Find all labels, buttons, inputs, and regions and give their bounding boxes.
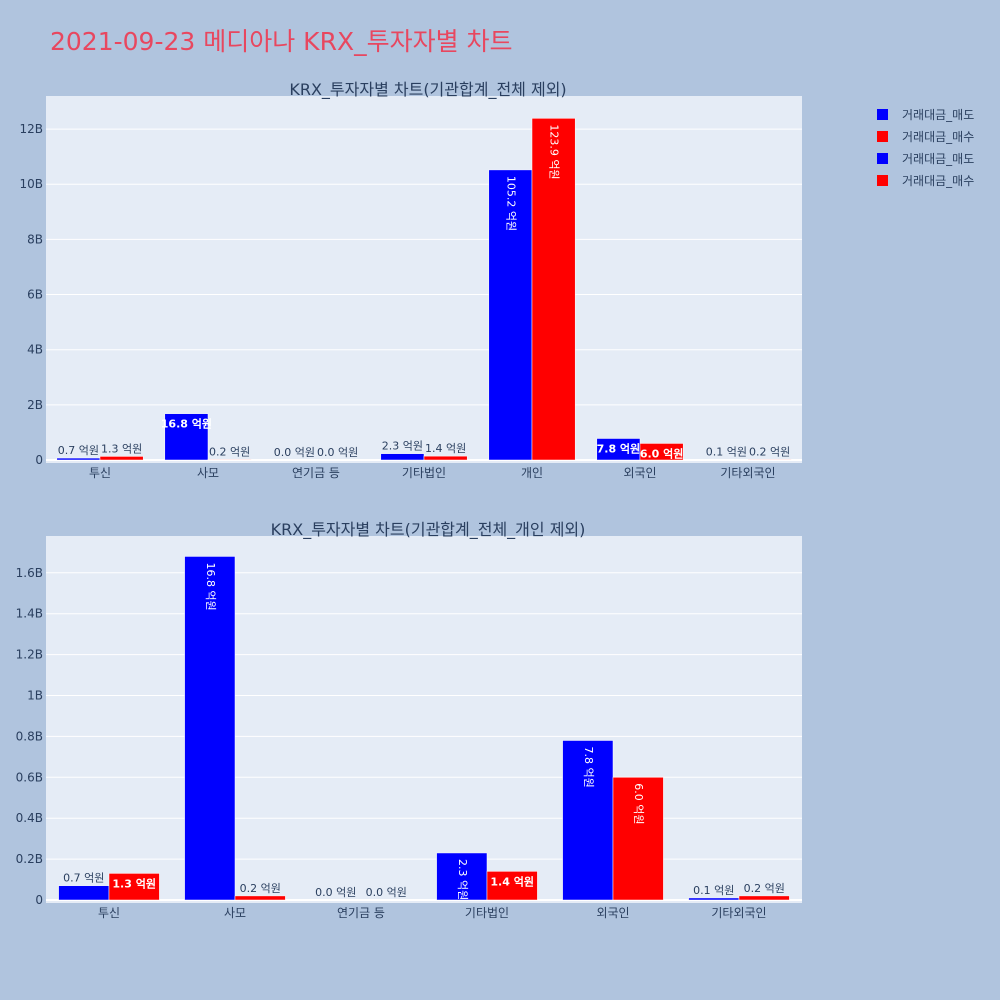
- chart2-y-tick-label: 0.2B: [16, 852, 43, 866]
- chart2-data-label: 0.0 억원: [366, 886, 407, 899]
- legend-label: 거래대금_매도: [902, 152, 974, 166]
- chart2-bar: [108, 873, 160, 901]
- chart1-data-label: 7.8 억원: [597, 441, 641, 455]
- chart2-y-tick-label: 0: [35, 893, 43, 907]
- chart1-data-label: 0.0 억원: [274, 446, 315, 459]
- page-title: 2021-09-23 메디아나 KRX_투자자별 차트: [50, 27, 513, 56]
- chart1-y-tick-label: 8B: [27, 232, 43, 246]
- chart1-data-label: 0.0 억원: [317, 446, 358, 459]
- chart2-data-label: 0.2 억원: [240, 882, 281, 895]
- chart1-y-tick-label: 2B: [27, 398, 43, 412]
- chart2-plot-area: [46, 536, 802, 903]
- chart1-bar: [207, 459, 252, 461]
- chart2-title: KRX_투자자별 차트(기관합계_전체_개인 제외): [271, 520, 586, 540]
- chart1-y-tick-label: 12B: [19, 122, 43, 136]
- chart2-bar: [436, 852, 488, 901]
- chart1-bar: [380, 453, 425, 461]
- chart2-bar: [562, 740, 614, 901]
- chart2-y-tick-label: 0.6B: [16, 770, 43, 784]
- chart2-x-tick-label: 기타법인: [465, 906, 509, 920]
- legend-swatch: [877, 109, 888, 120]
- chart2-y-tick-label: 0.8B: [16, 729, 43, 743]
- chart1-data-label: 0.7 억원: [58, 444, 99, 457]
- chart1-data-label: 0.1 억원: [706, 446, 747, 459]
- chart1-x-tick-label: 연기금 등: [292, 466, 340, 480]
- chart2-x-tick-label: 연기금 등: [337, 906, 385, 920]
- chart1-bar: [488, 169, 533, 461]
- chart1-data-label: 16.8 억원: [161, 417, 212, 431]
- chart2-bar: [738, 895, 790, 901]
- chart1-x-tick-label: 외국인: [623, 466, 656, 480]
- chart2-x-tick-label: 외국인: [596, 906, 629, 920]
- chart1-x-tick-label: 기타외국인: [720, 466, 775, 480]
- chart2-data-label: 2.3 억원: [456, 859, 469, 900]
- chart1-y-tick-label: 6B: [27, 288, 43, 302]
- chart2-data-label: 0.0 억원: [315, 886, 356, 899]
- chart2-bar: [234, 895, 286, 901]
- chart1-x-tick-label: 개인: [521, 466, 543, 480]
- chart1-bar: [423, 455, 468, 461]
- chart2-data-label: 0.2 억원: [744, 882, 785, 895]
- chart2-bar: [612, 777, 664, 901]
- chart1-title: KRX_투자자별 차트(기관합계_전체 제외): [289, 80, 566, 100]
- chart1-data-label: 105.2 억원: [504, 176, 517, 231]
- chart1-bar: [164, 413, 209, 461]
- chart2-data-label: 7.8 억원: [582, 746, 595, 787]
- chart2-x-tick-label: 사모: [224, 906, 246, 920]
- chart1-data-label: 1.4 억원: [425, 442, 466, 455]
- chart1-bar: [747, 459, 792, 461]
- chart2-y-tick-label: 1.2B: [16, 648, 43, 662]
- chart1-plot-area: [46, 96, 802, 463]
- chart1-bar: [99, 456, 144, 461]
- chart1-bar: [56, 457, 101, 461]
- chart2-data-label: 0.7 억원: [63, 872, 104, 885]
- chart2-bar: [58, 885, 110, 901]
- chart2-data-label: 6.0 억원: [632, 783, 645, 824]
- chart2-bar: [184, 556, 236, 901]
- chart1-data-label: 123.9 억원: [548, 124, 561, 179]
- chart2-data-label: 16.8 억원: [204, 562, 217, 610]
- chart2-bar: [486, 871, 538, 901]
- legend-label: 거래대금_매도: [902, 108, 974, 122]
- chart1-y-tick-label: 0: [35, 453, 43, 467]
- chart2-data-label: 1.4 억원: [490, 874, 534, 888]
- chart2-x-tick-label: 기타외국인: [711, 906, 766, 920]
- chart2-data-label: 0.1 억원: [693, 884, 734, 897]
- chart1-bar: [531, 118, 576, 461]
- chart2-y-tick-label: 1.4B: [16, 607, 43, 621]
- chart2-bar: [688, 897, 740, 901]
- chart1-data-label: 2.3 억원: [382, 440, 423, 453]
- chart2-x-tick-label: 투신: [98, 906, 120, 920]
- chart1-data-label: 0.2 억원: [749, 445, 790, 458]
- chart2-y-tick-label: 1B: [27, 689, 43, 703]
- chart1-y-tick-label: 4B: [27, 343, 43, 357]
- legend-label: 거래대금_매수: [902, 130, 974, 144]
- chart1-x-tick-label: 사모: [197, 466, 219, 480]
- chart2-data-label: 1.3 억원: [112, 876, 156, 890]
- legend-swatch: [877, 153, 888, 164]
- chart1-data-label: 0.2 억원: [209, 445, 250, 458]
- chart2-y-tick-label: 0.4B: [16, 811, 43, 825]
- chart2-y-tick-label: 1.6B: [16, 566, 43, 580]
- chart1-bar: [639, 443, 684, 461]
- legend-label: 거래대금_매수: [902, 174, 974, 188]
- legend-swatch: [877, 131, 888, 142]
- chart1-data-label: 6.0 억원: [640, 446, 684, 460]
- legend-swatch: [877, 175, 888, 186]
- chart1-y-tick-label: 10B: [19, 177, 43, 191]
- chart1-x-tick-label: 투신: [89, 466, 111, 480]
- chart1-x-tick-label: 기타법인: [402, 466, 446, 480]
- chart1-data-label: 1.3 억원: [101, 442, 142, 455]
